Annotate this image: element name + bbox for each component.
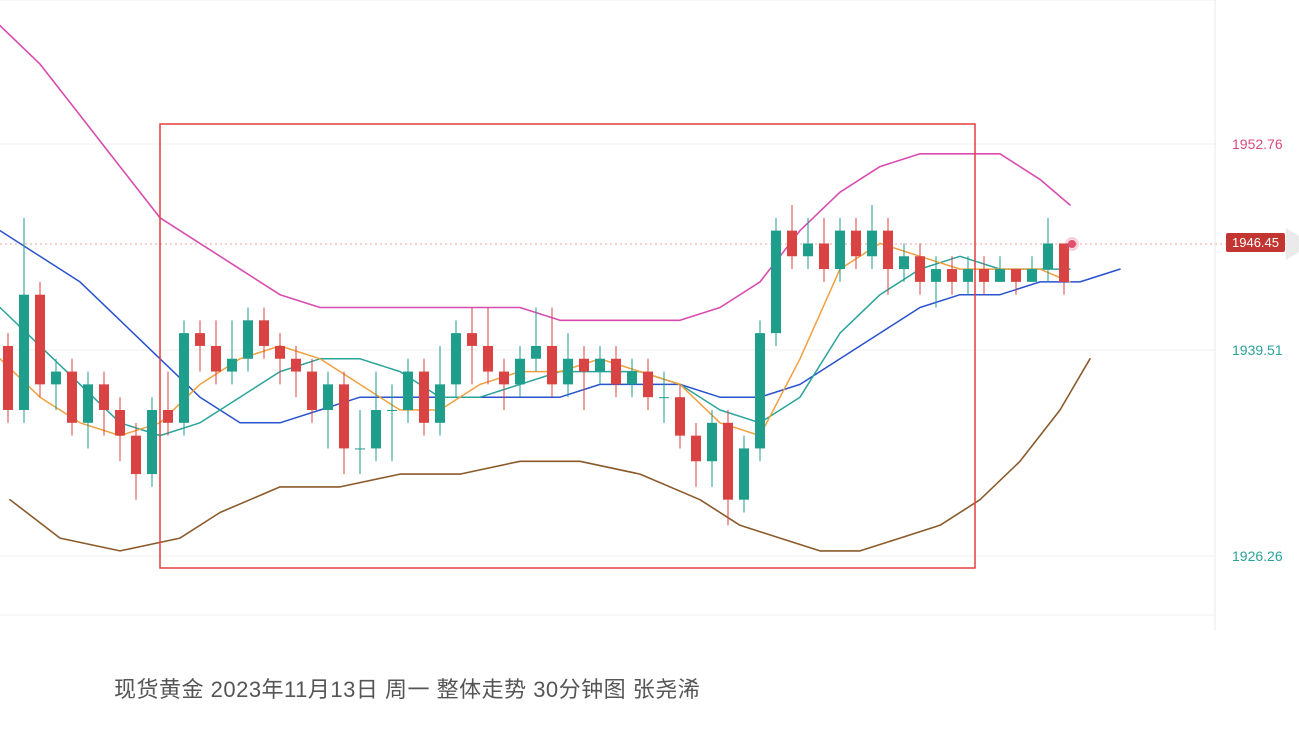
candle	[99, 384, 109, 410]
price-axis-label: 1939.51	[1232, 342, 1283, 358]
candle	[867, 231, 877, 257]
candle	[739, 448, 749, 499]
candle	[355, 448, 365, 449]
candle	[275, 346, 285, 359]
candle	[451, 333, 461, 384]
candle	[947, 269, 957, 282]
candle	[979, 269, 989, 282]
candle	[483, 346, 493, 372]
price-axis-label: 1952.76	[1232, 136, 1283, 152]
candle	[115, 410, 125, 436]
candle	[371, 410, 381, 448]
current-price-tag: 1946.45	[1226, 233, 1285, 252]
candle	[627, 372, 637, 385]
candle	[547, 346, 557, 384]
candle	[323, 384, 333, 410]
candle	[659, 397, 669, 398]
candle	[499, 372, 509, 385]
candle	[243, 320, 253, 358]
price-axis-label: 1926.26	[1232, 548, 1283, 564]
chart-caption: 现货黄金 2023年11月13日 周一 整体走势 30分钟图 张尧浠	[114, 672, 700, 704]
candle	[51, 372, 61, 385]
candle	[899, 256, 909, 269]
chart-container	[0, 0, 1299, 731]
candle	[883, 231, 893, 269]
candle	[851, 231, 861, 257]
scroll-handle-icon	[1286, 228, 1299, 260]
candle	[163, 410, 173, 423]
candle	[35, 295, 45, 385]
candle	[611, 359, 621, 385]
candle	[579, 359, 589, 372]
candle	[787, 231, 797, 257]
candle	[595, 359, 605, 372]
candle	[531, 346, 541, 359]
candle	[83, 384, 93, 422]
candle	[419, 372, 429, 423]
candle	[1027, 269, 1037, 282]
candle	[1043, 243, 1053, 269]
candle	[19, 295, 29, 410]
candle	[467, 333, 477, 346]
candle	[819, 243, 829, 269]
candle	[915, 256, 925, 282]
candle	[179, 333, 189, 423]
candle	[3, 346, 13, 410]
candle	[307, 372, 317, 410]
candle	[755, 333, 765, 448]
candlestick-chart	[0, 0, 1299, 731]
candle	[195, 333, 205, 346]
candle	[675, 397, 685, 435]
candle	[643, 372, 653, 398]
candle	[131, 436, 141, 474]
candle	[771, 231, 781, 334]
candle	[995, 269, 1005, 282]
lower-band-line	[10, 359, 1090, 551]
candle	[435, 384, 445, 422]
candle	[259, 320, 269, 346]
candle	[339, 384, 349, 448]
candle	[515, 359, 525, 385]
candle	[691, 436, 701, 462]
candle	[835, 231, 845, 269]
candle	[227, 359, 237, 372]
candle	[211, 346, 221, 372]
candle	[403, 372, 413, 410]
candle	[931, 269, 941, 282]
candle	[67, 372, 77, 423]
candle	[147, 410, 157, 474]
candle	[723, 423, 733, 500]
candle	[803, 243, 813, 256]
candle	[963, 269, 973, 282]
candle	[563, 359, 573, 385]
candle	[707, 423, 717, 461]
candle	[1011, 269, 1021, 282]
candle	[387, 410, 397, 411]
candle	[291, 359, 301, 372]
